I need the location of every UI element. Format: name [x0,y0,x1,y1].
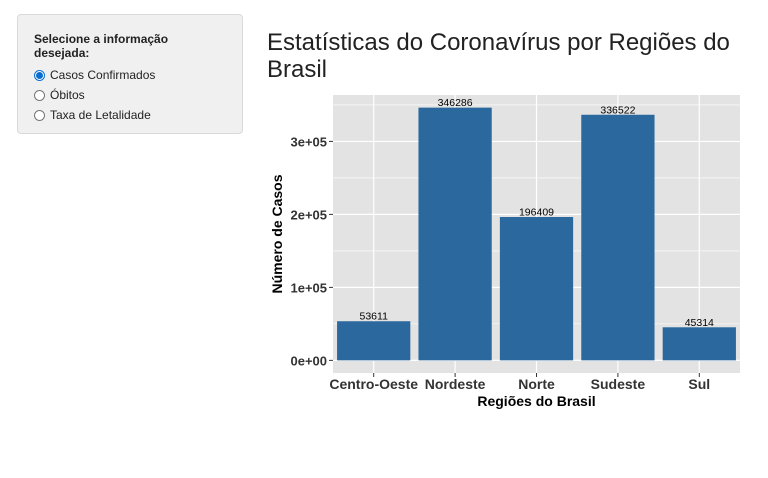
y-tick-label: 1e+05 [290,280,327,295]
x-tick-label: Sudeste [591,376,646,392]
x-axis-title: Regiões do Brasil [477,393,595,409]
bar [662,327,736,361]
radio-button-checked[interactable] [34,69,45,81]
radio-option-label: Taxa de Letalidade [50,108,151,122]
y-tick-label: 2e+05 [290,207,327,222]
bar [418,107,492,361]
bar [581,114,655,361]
x-tick-label: Sul [688,376,710,392]
radio-option[interactable]: Casos Confirmados [34,65,226,85]
bar [337,321,411,361]
data-label: 336522 [600,104,635,116]
page-title: Estatísticas do Coronavírus por Regiões … [267,29,730,83]
radio-group: Casos Confirmados Óbitos Taxa de Letalidad… [34,65,226,125]
radio-option-label: Óbitos [50,88,85,102]
input-panel: Selecione a informação desejada: Casos C… [17,14,243,134]
data-label: 196409 [519,207,554,219]
radio-button[interactable] [34,89,45,101]
radio-button[interactable] [34,109,45,121]
x-tick-label: Centro-Oeste [329,376,418,392]
bar [499,217,574,361]
y-tick-label: 3e+05 [290,134,327,149]
x-tick-label: Norte [518,376,555,392]
bar-chart: 53611 346286 196409 336522 45314 0e+00 1e+05 2e… [269,95,740,409]
data-label: 45314 [685,317,714,329]
data-label: 53611 [359,311,388,323]
y-tick-label: 0e+00 [290,353,327,368]
y-axis-title: Número de Casos [269,174,285,293]
input-label: Selecione a informação desejada: [34,32,169,60]
x-tick-label: Nordeste [425,376,486,392]
radio-option[interactable]: Óbitos [34,85,226,105]
radio-option-label: Casos Confirmados [50,68,156,82]
data-label: 346286 [438,97,473,109]
radio-dot-icon [36,71,43,79]
radio-option[interactable]: Taxa de Letalidade [34,105,226,125]
